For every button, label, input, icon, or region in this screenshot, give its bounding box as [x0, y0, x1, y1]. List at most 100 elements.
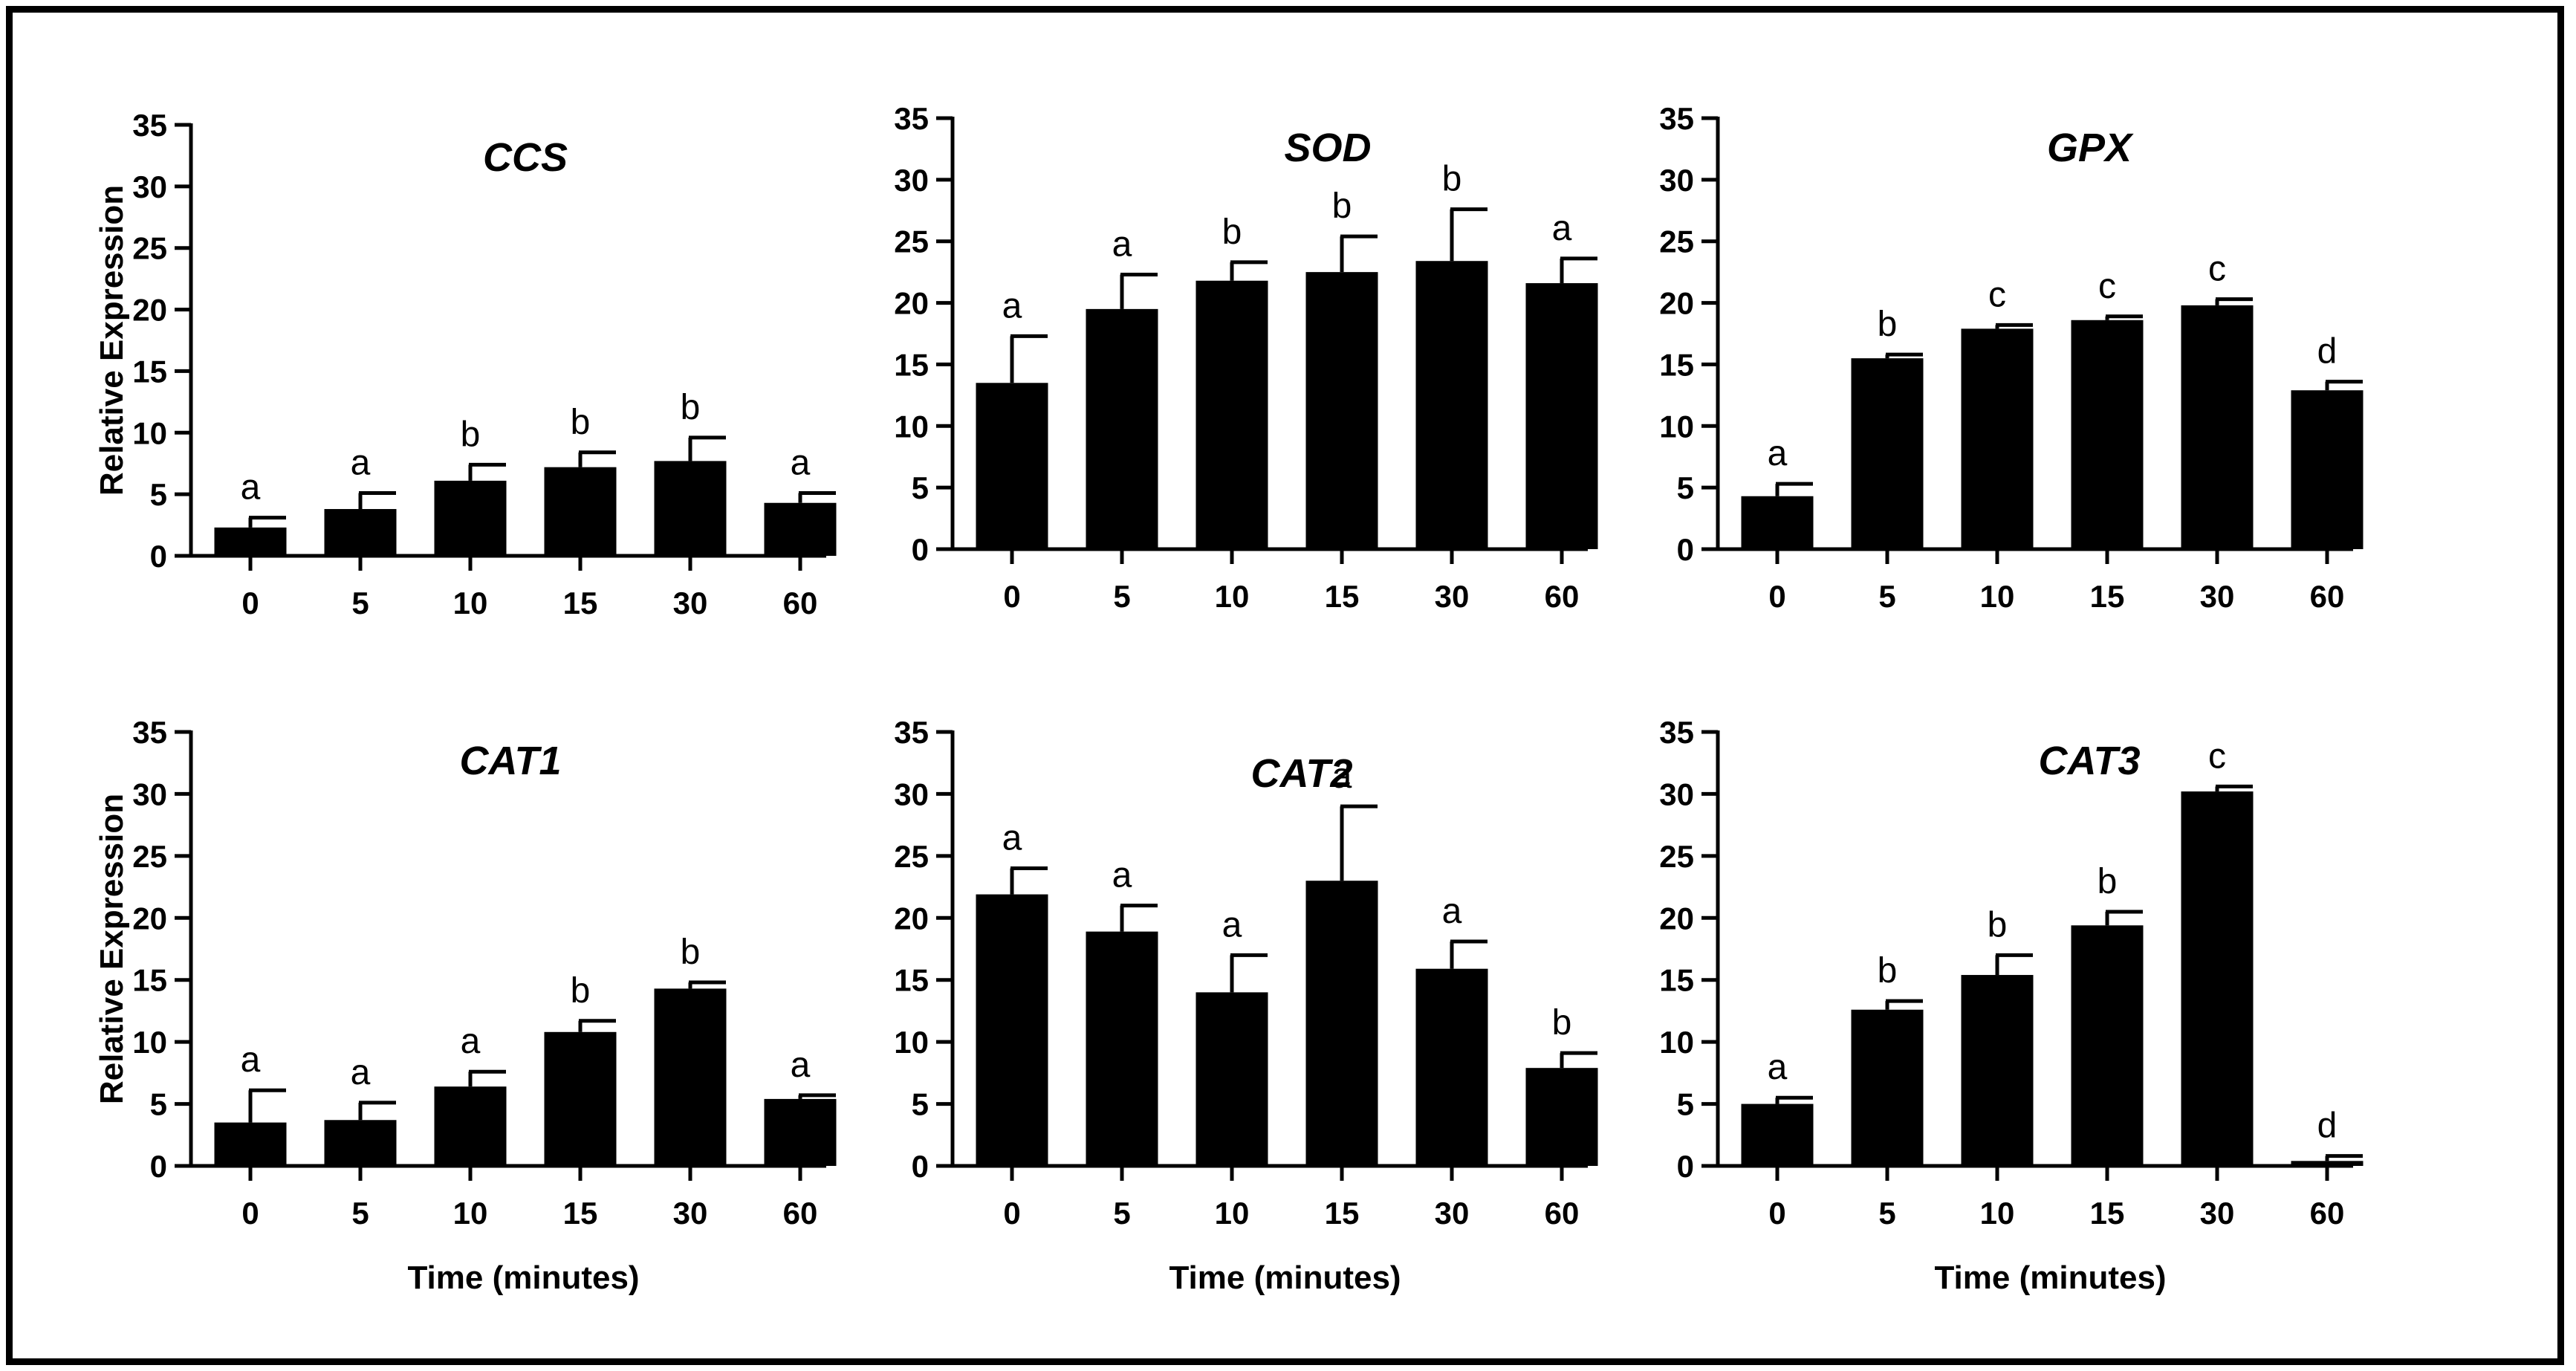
y-tick-label: 15: [1659, 347, 1694, 382]
y-tick-label: 30: [1659, 777, 1694, 811]
significance-label: a: [1332, 756, 1352, 796]
x-tick-label: 15: [563, 586, 598, 620]
y-tick-label: 0: [912, 532, 929, 567]
panel-title: CAT1: [459, 739, 561, 783]
significance-label: b: [681, 388, 701, 427]
x-tick-label: 30: [1435, 1196, 1470, 1231]
bar: [2181, 305, 2254, 549]
bar: [2071, 925, 2144, 1166]
significance-label: b: [1988, 905, 2008, 944]
significance-label: a: [1112, 224, 1132, 264]
y-tick-label: 15: [894, 347, 929, 382]
bar: [1851, 358, 1924, 549]
y-tick-label: 25: [132, 839, 167, 874]
x-tick-label: 10: [1215, 579, 1250, 614]
significance-label: a: [791, 1046, 811, 1085]
x-tick-label: 30: [2200, 579, 2235, 614]
x-tick-label: 10: [453, 1196, 488, 1231]
y-tick-label: 0: [150, 1149, 167, 1184]
y-tick-label: 5: [1677, 470, 1694, 505]
significance-label: d: [2317, 332, 2337, 372]
x-tick-label: 30: [673, 586, 708, 620]
y-tick-label: 25: [1659, 224, 1694, 259]
y-tick-label: 15: [132, 963, 167, 998]
chart-panel-cat3: 0 5 10 15 20 25 30 35 0 a 5 b 10 b 15 b 30 c 60 d CAT3 Time (…: [1659, 715, 2364, 1296]
bar: [1086, 308, 1158, 549]
chart-panels: 0 5 10 15 20 25 30 35 0 a 5 a 10 b 15 b 30 b 60 a CCS Relativ…: [94, 101, 2364, 1296]
bar: [214, 1122, 287, 1166]
x-tick-label: 15: [2090, 579, 2125, 614]
x-tick-label: 30: [2200, 1196, 2235, 1231]
significance-label: b: [1878, 951, 1898, 991]
bar: [1086, 931, 1158, 1166]
y-tick-label: 20: [894, 286, 929, 321]
significance-label: b: [681, 933, 701, 972]
bar: [1525, 1068, 1598, 1166]
bar: [654, 461, 727, 556]
panel-title: CAT3: [2038, 739, 2140, 783]
y-tick-label: 35: [894, 715, 929, 750]
significance-label: a: [461, 1022, 481, 1061]
x-tick-label: 0: [1003, 579, 1020, 614]
x-tick-label: 30: [1435, 579, 1470, 614]
x-tick-label: 10: [1980, 1196, 2015, 1231]
significance-label: c: [2208, 736, 2226, 776]
y-tick-label: 35: [1659, 101, 1694, 136]
x-tick-label: 5: [351, 1196, 369, 1231]
significance-label: d: [2317, 1106, 2337, 1146]
y-tick-label: 15: [894, 963, 929, 998]
bar: [544, 1031, 617, 1166]
significance-label: a: [1222, 905, 1242, 944]
x-tick-label: 10: [1980, 579, 2015, 614]
bar: [1525, 283, 1598, 549]
bar: [214, 527, 287, 556]
y-tick-label: 20: [894, 901, 929, 936]
x-tick-label: 5: [1878, 579, 1895, 614]
significance-label: a: [1768, 434, 1788, 473]
significance-label: b: [571, 971, 591, 1011]
bar: [1415, 968, 1488, 1166]
chart-panel-cat2: 0 5 10 15 20 25 30 35 0 a 5 a 10 a 15 a 30 a 60 b CAT2 Time (…: [894, 715, 1598, 1296]
panel-title: CAT2: [1250, 751, 1352, 796]
significance-label: b: [571, 403, 591, 442]
x-tick-label: 5: [1113, 579, 1130, 614]
y-tick-label: 0: [1677, 532, 1694, 567]
y-tick-label: 35: [132, 715, 167, 750]
significance-label: b: [1552, 1003, 1572, 1043]
x-tick-label: 0: [241, 586, 259, 620]
x-tick-label: 0: [241, 1196, 259, 1231]
significance-label: b: [1442, 160, 1462, 199]
y-tick-label: 30: [894, 777, 929, 811]
x-tick-label: 0: [1768, 579, 1785, 614]
y-tick-label: 5: [150, 1087, 167, 1122]
y-tick-label: 25: [1659, 839, 1694, 874]
y-tick-label: 5: [912, 1087, 929, 1122]
bar: [1961, 975, 2034, 1166]
significance-label: a: [351, 443, 371, 482]
y-tick-label: 10: [894, 1025, 929, 1060]
significance-label: b: [1878, 305, 1898, 344]
bar: [2291, 1161, 2364, 1166]
bar: [2071, 320, 2144, 549]
bar: [1741, 496, 1814, 549]
y-tick-label: 5: [1677, 1087, 1694, 1122]
y-tick-label: 15: [1659, 963, 1694, 998]
y-tick-label: 20: [132, 293, 167, 328]
bar: [1741, 1103, 1814, 1166]
bar: [1851, 1009, 1924, 1166]
x-tick-label: 0: [1768, 1196, 1785, 1231]
y-tick-label: 30: [1659, 163, 1694, 198]
x-tick-label: 5: [1113, 1196, 1130, 1231]
panel-title: GPX: [2047, 126, 2134, 170]
bar: [1961, 328, 2034, 549]
y-tick-label: 35: [132, 108, 167, 143]
x-tick-label: 60: [1545, 1196, 1580, 1231]
x-tick-label: 60: [2310, 579, 2345, 614]
y-tick-label: 20: [132, 901, 167, 936]
y-tick-label: 0: [150, 539, 167, 574]
significance-label: a: [1002, 286, 1022, 325]
y-tick-label: 5: [912, 470, 929, 505]
y-tick-label: 20: [1659, 901, 1694, 936]
chart-panel-ccs: 0 5 10 15 20 25 30 35 0 a 5 a 10 b 15 b 30 b 60 a CCS Relativ…: [94, 108, 837, 620]
x-tick-label: 15: [1325, 579, 1360, 614]
